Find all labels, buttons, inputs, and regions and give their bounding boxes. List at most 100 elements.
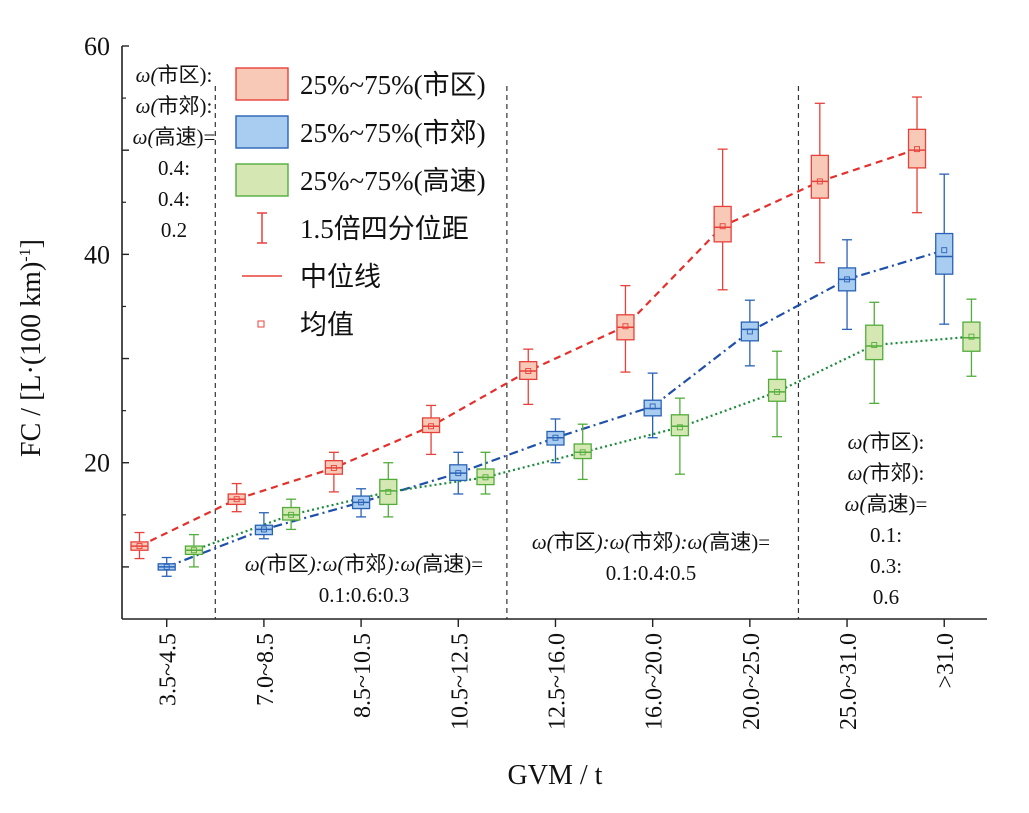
annotation-line: ω(市区):ω(市郊):ω(高速)= (245, 552, 483, 576)
legend: 25%~75%(市区) 25%~75%(市郊) 25%~75%(高速) 1.5倍四分位… (235, 67, 486, 341)
mean-marker (579, 449, 586, 456)
mean-marker (358, 499, 365, 506)
mean-marker (816, 178, 823, 185)
mean-marker (649, 403, 656, 410)
x-tick-label: 3.5~4.5 (156, 633, 182, 706)
mean-marker (136, 543, 143, 550)
suburban-box-5 (643, 372, 662, 439)
urban-box-1 (227, 482, 246, 513)
legend-label: 1.5倍四分位距 (300, 214, 469, 245)
suburban-box-0 (157, 556, 176, 577)
annotation-line: 0.2 (161, 218, 187, 242)
suburban-box-3 (449, 451, 468, 495)
mean-marker (330, 464, 337, 471)
annotation-line: ω(市区): (848, 430, 925, 454)
legend-item-1: 25%~75%(市郊) (235, 115, 486, 149)
iqr-box (421, 417, 441, 434)
highway-box-6 (767, 350, 787, 438)
suburban-box-4 (546, 418, 565, 464)
urban-box-7 (810, 102, 829, 264)
annotation-line: ω(市郊): (136, 94, 213, 118)
legend-label: 25%~75%(市郊) (300, 118, 486, 149)
suburban-box-1 (254, 512, 274, 540)
iqr-box (935, 232, 954, 275)
iqr-box (740, 321, 760, 342)
annotation-line: ω(市区): (136, 63, 213, 87)
mean-marker (746, 328, 753, 335)
annotation-line: 0.3: (870, 554, 902, 578)
iqr-box (379, 478, 398, 506)
annotation-line: ω(市郊): (848, 461, 925, 485)
urban-trend-line (139, 148, 918, 548)
suburban-box-6 (740, 299, 760, 367)
mean-marker (190, 547, 197, 554)
annotation-line: 0.4: (158, 187, 190, 211)
mean-marker (233, 496, 240, 503)
mean-marker (260, 526, 267, 533)
weight-annotations: ω(市区):ω(市郊):ω(高速)=0.4:0.4:0.2ω(市区):ω(市郊)… (133, 63, 928, 609)
urban-box-8 (907, 96, 927, 214)
x-tick-label: 10.5~12.5 (447, 633, 473, 730)
suburban-box-2 (351, 488, 371, 518)
annotation-line: 0.4: (158, 156, 190, 180)
mean-marker (719, 223, 726, 230)
annotation-line: ω(市区):ω(市郊):ω(高速)= (532, 530, 770, 554)
x-tick-label: 12.5~16.0 (544, 633, 570, 730)
highway-box-4 (573, 423, 592, 481)
x-tick-label: 20.0~25.0 (739, 633, 765, 730)
x-tick-label: 7.0~8.5 (253, 633, 279, 706)
urban-box-2 (324, 451, 344, 493)
weights-2: ω(市区):ω(市郊):ω(高速)= 0.1:0.6:0.3 (245, 552, 483, 607)
x-tick-label: 8.5~10.5 (350, 633, 376, 718)
mean-marker (163, 563, 170, 570)
mean-marker (455, 470, 462, 477)
legend-label: 25%~75%(市区) (300, 70, 486, 101)
mean-marker (914, 146, 920, 153)
mean-marker (622, 323, 629, 330)
legend-item-4: 中位线 (242, 262, 381, 293)
y-axis-label: FC / [L·(100 km)-1] (16, 239, 47, 457)
annotation-line: 0.1:0.6:0.3 (319, 583, 409, 607)
legend-mean (257, 320, 265, 328)
mean-marker (676, 424, 683, 431)
mean-marker (844, 276, 850, 283)
legend-swatch (235, 163, 289, 197)
iqr-box (962, 321, 981, 352)
annotation-line: ω(高速)= (845, 492, 928, 516)
suburban-box-7 (837, 239, 857, 331)
iqr-box (810, 154, 829, 199)
x-axis-label: GVM / t (508, 760, 603, 791)
legend-swatch (235, 67, 289, 101)
weights-3: ω(市区):ω(市郊):ω(高速)= 0.1:0.4:0.5 (532, 530, 770, 585)
weights-1: ω(市区): ω(市郊): ω(高速)= 0.4: 0.4: 0.2 (133, 63, 216, 242)
iqr-box (281, 506, 301, 521)
legend-item-3: 1.5倍四分位距 (257, 212, 469, 245)
plot-area (130, 86, 981, 619)
iqr-box (907, 128, 927, 169)
mean-marker (525, 368, 532, 374)
x-tick-label: >31.0 (933, 633, 959, 689)
highway-box-0 (184, 533, 204, 568)
legend-item-0: 25%~75%(市区) (235, 67, 486, 101)
legend-label: 均值 (300, 310, 354, 341)
highway-box-8 (962, 298, 981, 377)
highway-box-7 (865, 301, 884, 404)
mean-marker (552, 434, 559, 441)
x-axis: 3.5~4.5 7.0~8.5 8.5~10.5 10.5~12.5 12.5~16.0… (122, 618, 987, 730)
urban-box-0 (130, 531, 149, 560)
highway-box-2 (379, 462, 398, 518)
urban-box-6 (713, 148, 732, 291)
mean-marker (288, 511, 295, 518)
annotation-line: ω(高速)= (133, 125, 216, 149)
annotation-line: 0.1:0.4:0.5 (606, 561, 696, 585)
highway-box-5 (670, 397, 690, 475)
legend-item-5: 均值 (257, 310, 354, 341)
annotation-line: 0.1: (870, 523, 902, 547)
y-axis: 20 40 60 (84, 32, 129, 619)
mean-marker (428, 423, 435, 430)
mean-marker (968, 333, 975, 340)
legend-item-2: 25%~75%(高速) (235, 163, 486, 197)
urban-box-4 (519, 348, 538, 406)
urban-box-3 (421, 404, 441, 456)
